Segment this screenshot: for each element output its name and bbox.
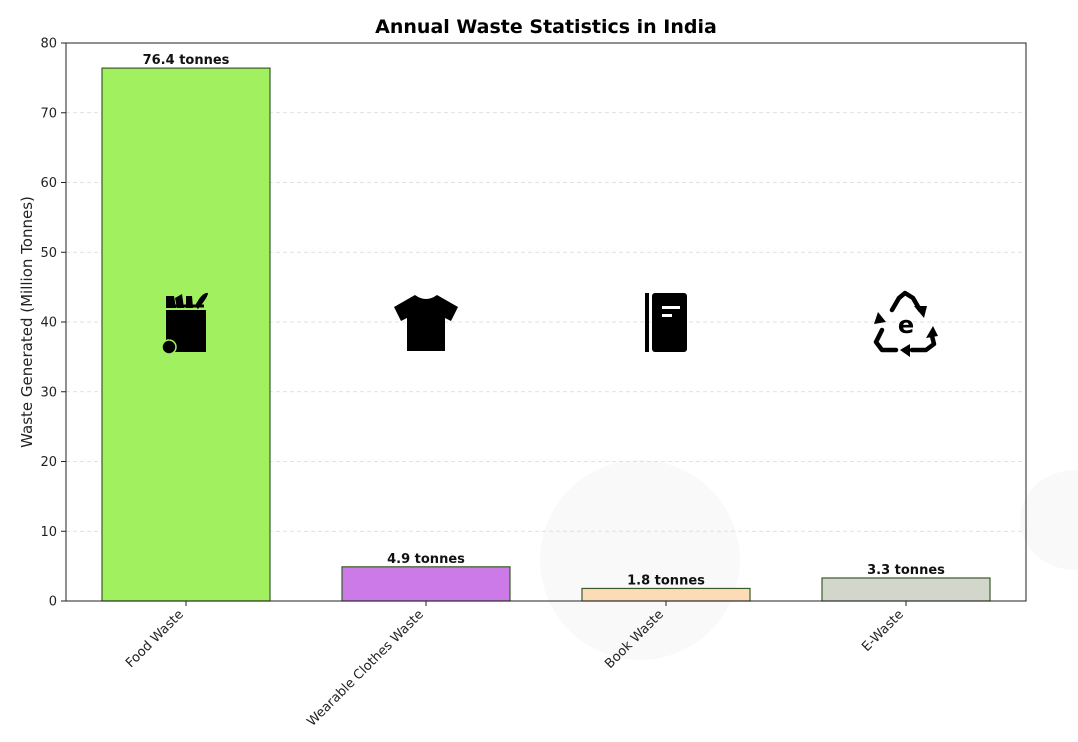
y-tick-label: 80 <box>40 37 57 52</box>
x-tick-label: E-Waste <box>859 607 907 655</box>
y-tick-label: 40 <box>40 316 57 331</box>
bars <box>101 67 991 602</box>
y-tick-label: 50 <box>40 246 57 261</box>
x-tick-label: Wearable Clothes Waste <box>304 607 426 729</box>
grocery-bag-icon <box>161 292 208 355</box>
bar-value-label: 4.9 tonnes <box>387 552 465 567</box>
t-shirt-icon <box>394 295 458 351</box>
y-axis: 0 10 20 30 40 50 60 70 80 <box>40 37 66 610</box>
chart-title: Annual Waste Statistics in India <box>375 16 717 38</box>
y-tick-label: 30 <box>40 385 57 400</box>
background-watermark-ellipse <box>1020 470 1078 570</box>
y-tick-label: 10 <box>40 525 57 540</box>
svg-text:e: e <box>898 311 914 339</box>
bar <box>581 587 751 602</box>
y-axis-label: Waste Generated (Million Tonnes) <box>18 196 36 448</box>
x-tick-label: Food Waste <box>123 607 187 671</box>
y-tick-label: 70 <box>40 106 57 121</box>
y-tick-label: 0 <box>49 595 57 610</box>
y-tick-label: 20 <box>40 455 57 470</box>
bar-value-label: 1.8 tonnes <box>627 573 705 588</box>
category-icons: e <box>161 290 938 357</box>
bar-value-label: 3.3 tonnes <box>867 563 945 578</box>
grid-lines <box>66 112 1026 532</box>
x-axis: Food Waste Wearable Clothes Waste Book Was… <box>123 601 907 730</box>
bar <box>821 577 991 602</box>
book-icon <box>645 293 687 352</box>
y-tick-label: 60 <box>40 176 57 191</box>
data-labels: 76.4 tonnes 4.9 tonnes 1.8 tonnes 3.3 tonne… <box>143 53 946 588</box>
bar-value-label: 76.4 tonnes <box>143 53 230 68</box>
bar <box>341 566 511 602</box>
e-waste-recycle-icon: e <box>873 290 938 357</box>
